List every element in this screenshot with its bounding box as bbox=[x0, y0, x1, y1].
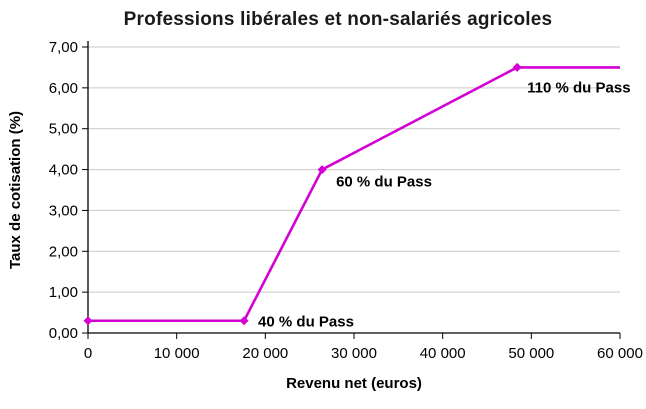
y-tick-label: 6,00 bbox=[49, 80, 78, 97]
x-tick-label: 60 000 bbox=[597, 345, 643, 362]
y-tick-label: 1,00 bbox=[49, 284, 78, 301]
x-tick-label: 40 000 bbox=[420, 345, 466, 362]
annotation-label: 60 % du Pass bbox=[336, 174, 432, 191]
data-point-marker bbox=[317, 165, 327, 175]
y-tick-label: 5,00 bbox=[49, 121, 78, 138]
x-tick-label: 0 bbox=[84, 345, 92, 362]
chart-title: Professions libérales et non-salariés ag… bbox=[123, 9, 553, 30]
y-tick-label: 3,00 bbox=[49, 202, 78, 219]
x-tick-label: 10 000 bbox=[154, 345, 200, 362]
x-tick-label: 30 000 bbox=[331, 345, 377, 362]
annotation-label: 110 % du Pass bbox=[527, 79, 630, 96]
x-tick-label: 20 000 bbox=[242, 345, 288, 362]
y-tick-label: 7,00 bbox=[49, 39, 78, 56]
data-point-marker bbox=[239, 316, 249, 326]
data-point-marker bbox=[512, 62, 522, 72]
data-line bbox=[88, 66, 620, 323]
y-tick-label: 2,00 bbox=[49, 243, 78, 260]
data-point-marker bbox=[83, 316, 93, 326]
y-tick-label: 0,00 bbox=[49, 325, 78, 342]
y-axis-title: Taux de cotisation (%) bbox=[7, 111, 24, 269]
line-chart: 0,00 1,00 2,00 3,00 4,00 5,00 6,00 7,00 0 10 000 2… bbox=[7, 39, 643, 392]
x-axis-title: Revenu net (euros) bbox=[286, 375, 422, 392]
y-tick-label: 4,00 bbox=[49, 162, 78, 179]
x-tick-label: 50 000 bbox=[508, 345, 554, 362]
annotation-label: 40 % du Pass bbox=[258, 314, 354, 331]
